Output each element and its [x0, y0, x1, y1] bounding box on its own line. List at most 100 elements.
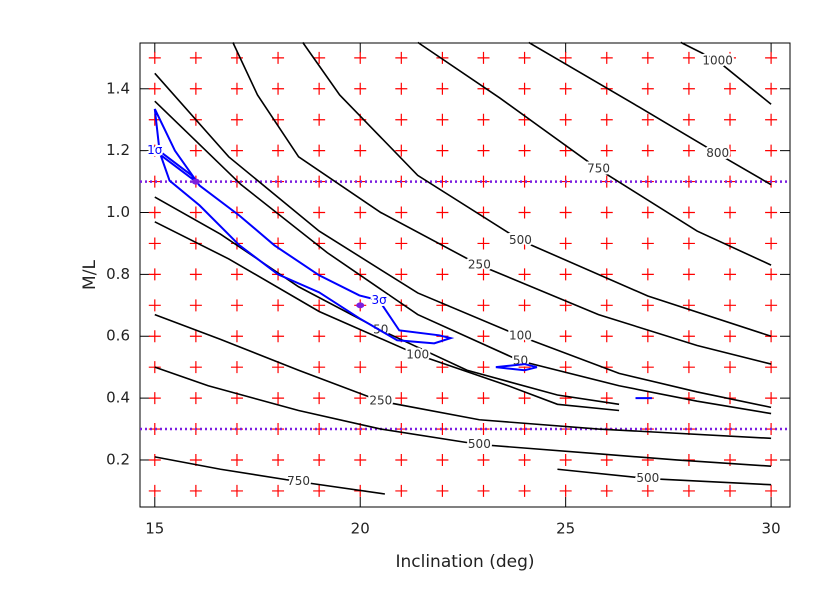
grid-point	[682, 237, 695, 250]
grid-point	[313, 484, 326, 497]
grid-point	[148, 82, 161, 95]
contour-label: 250	[369, 394, 392, 408]
grid-point	[641, 330, 654, 343]
contour-line	[302, 41, 772, 338]
grid-point	[600, 453, 613, 466]
grid-point	[272, 453, 285, 466]
grid-point	[641, 299, 654, 312]
grid-point	[559, 51, 572, 64]
grid-point	[189, 361, 202, 374]
grid-point	[477, 484, 490, 497]
grid-point	[436, 113, 449, 126]
contour-line	[154, 221, 620, 412]
grid-point	[682, 82, 695, 95]
grid-point	[272, 206, 285, 219]
grid-point	[765, 392, 778, 405]
grid-point	[477, 453, 490, 466]
grid-point	[682, 484, 695, 497]
grid-point	[477, 113, 490, 126]
grid-point	[313, 330, 326, 343]
grid-point	[724, 268, 737, 281]
grid-point	[313, 423, 326, 436]
grid-point	[518, 144, 531, 157]
grid-point	[313, 299, 326, 312]
grid-point	[189, 330, 202, 343]
grid-point	[230, 299, 243, 312]
grid-point	[641, 361, 654, 374]
contour-line	[153, 145, 197, 183]
grid-point	[189, 51, 202, 64]
grid-point	[313, 144, 326, 157]
grid-point	[477, 299, 490, 312]
grid-point	[724, 82, 737, 95]
grid-point	[477, 392, 490, 405]
grid-point	[272, 423, 285, 436]
grid-point	[354, 453, 367, 466]
grid-point	[313, 82, 326, 95]
grid-point	[272, 82, 285, 95]
grid-point	[272, 51, 285, 64]
grid-point	[313, 453, 326, 466]
grid-point	[600, 330, 613, 343]
grid-point	[559, 144, 572, 157]
grid-point	[313, 392, 326, 405]
grid-point	[313, 175, 326, 188]
grid-point	[682, 361, 695, 374]
grid-point	[477, 361, 490, 374]
grid-point	[354, 206, 367, 219]
contour-label: 100	[406, 347, 429, 361]
grid-point	[765, 82, 778, 95]
grid-point	[436, 144, 449, 157]
contour-label: 1σ	[147, 143, 163, 157]
grid-point	[682, 144, 695, 157]
grid-point	[148, 361, 161, 374]
grid-point	[724, 330, 737, 343]
contour-label: 500	[636, 471, 659, 485]
grid-point	[682, 51, 695, 64]
minimum-point	[356, 302, 365, 309]
grid-point	[354, 51, 367, 64]
grid-point	[148, 299, 161, 312]
grid-point	[600, 113, 613, 126]
grid-point	[518, 51, 531, 64]
grid-point	[477, 330, 490, 343]
grid-point	[477, 175, 490, 188]
contour-label: 500	[509, 233, 532, 247]
grid-point	[148, 330, 161, 343]
grid-point	[148, 51, 161, 64]
grid-point	[724, 206, 737, 219]
grid-point	[641, 144, 654, 157]
grid-point	[600, 51, 613, 64]
grid-point	[272, 175, 285, 188]
grid-point	[518, 268, 531, 281]
y-tick-label: 1.0	[106, 203, 130, 221]
grid-point	[148, 484, 161, 497]
grid-point	[641, 82, 654, 95]
grid-point	[148, 268, 161, 281]
contour-line	[154, 100, 772, 415]
grid-point	[148, 392, 161, 405]
grid-point	[313, 361, 326, 374]
grid-point	[230, 453, 243, 466]
grid-point	[765, 484, 778, 497]
x-tick-label: 20	[351, 520, 370, 538]
grid-point	[395, 113, 408, 126]
contour-line	[154, 72, 772, 409]
grid-point	[436, 206, 449, 219]
x-tick-label: 30	[762, 520, 781, 538]
contour-label: 100	[509, 329, 532, 343]
grid-point	[559, 268, 572, 281]
grid-point	[600, 144, 613, 157]
x-tick-label: 25	[556, 520, 575, 538]
grid-point	[724, 144, 737, 157]
grid-point	[559, 82, 572, 95]
contour-line	[153, 108, 455, 345]
grid-point	[724, 299, 737, 312]
grid-point	[765, 299, 778, 312]
grid-point	[230, 51, 243, 64]
grid-point	[559, 453, 572, 466]
grid-point	[354, 144, 367, 157]
grid-point	[724, 51, 737, 64]
grid-point	[559, 330, 572, 343]
grid-point	[682, 423, 695, 436]
